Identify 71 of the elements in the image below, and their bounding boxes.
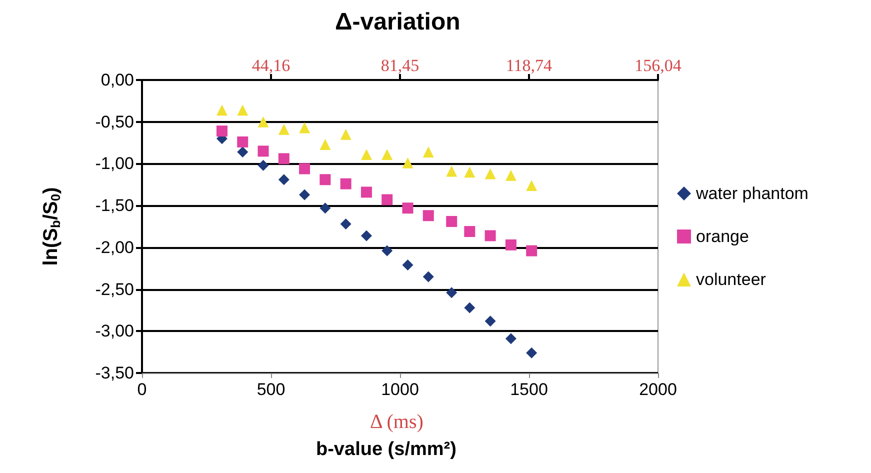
point	[505, 333, 516, 344]
point	[216, 126, 228, 137]
point	[464, 302, 476, 314]
point	[464, 166, 476, 178]
point	[237, 136, 248, 148]
point	[505, 170, 516, 181]
x-tick-label: 1000	[381, 380, 419, 399]
point	[340, 178, 352, 190]
y-tick-label: -2,00	[95, 238, 134, 257]
x-tick-label: 500	[256, 380, 286, 399]
point	[340, 218, 352, 230]
chart-title: Δ-variation	[335, 8, 460, 36]
x2-tick-label: 81,45	[380, 56, 420, 75]
point	[484, 316, 496, 327]
y-tick-label: -0,50	[95, 112, 134, 132]
point	[258, 160, 269, 171]
point	[402, 202, 414, 214]
legend-label: water phantom	[695, 184, 808, 203]
x2-tick-label: 118,74	[506, 56, 553, 75]
y-tick-label: -1,50	[95, 196, 134, 216]
point	[278, 153, 290, 164]
legend-label: volunteer	[696, 270, 766, 289]
point	[422, 271, 434, 282]
y-axis-title: ln(Sb/S0)	[40, 187, 63, 266]
x2-tick-label: 156,04	[634, 56, 682, 75]
point	[422, 210, 434, 222]
point	[446, 166, 458, 177]
point	[446, 287, 458, 298]
y-tick-label: -2,50	[95, 280, 134, 299]
x2-axis-title: Δ (ms)	[370, 411, 424, 433]
point	[340, 128, 352, 140]
point	[320, 202, 331, 214]
point	[216, 104, 228, 116]
y-tick-label: -1,00	[95, 154, 134, 174]
point	[258, 146, 269, 157]
x-tick-label: 2000	[639, 380, 677, 399]
point	[237, 104, 248, 116]
point	[526, 245, 538, 256]
point	[299, 163, 310, 174]
point	[422, 146, 434, 158]
point	[360, 186, 372, 198]
point	[237, 146, 248, 158]
y-tick-label: 0,00	[100, 70, 134, 90]
point	[402, 260, 414, 271]
x2-tick-label: 44,16	[252, 56, 290, 75]
x-tick-label: 0	[137, 380, 147, 399]
point	[299, 122, 310, 134]
y-tick-label: -3,00	[95, 322, 134, 341]
point	[382, 194, 393, 206]
point	[382, 245, 393, 256]
point	[299, 189, 310, 200]
y-tick-label: -3,50	[95, 364, 134, 382]
point	[258, 116, 269, 128]
x-axis-title: b-value (s/mm²)	[316, 439, 456, 460]
point	[446, 216, 458, 227]
legend-label: orange	[696, 227, 749, 246]
point	[360, 230, 372, 242]
point	[382, 149, 393, 160]
point	[278, 124, 290, 135]
point	[402, 157, 414, 168]
point	[526, 347, 538, 358]
point	[484, 168, 496, 180]
point	[526, 180, 538, 191]
point	[505, 239, 516, 250]
point	[278, 174, 290, 186]
point	[320, 174, 331, 186]
point	[464, 226, 476, 238]
point	[320, 138, 331, 150]
x-tick-label: 1500	[510, 380, 548, 399]
point	[360, 149, 372, 160]
point	[484, 230, 496, 242]
